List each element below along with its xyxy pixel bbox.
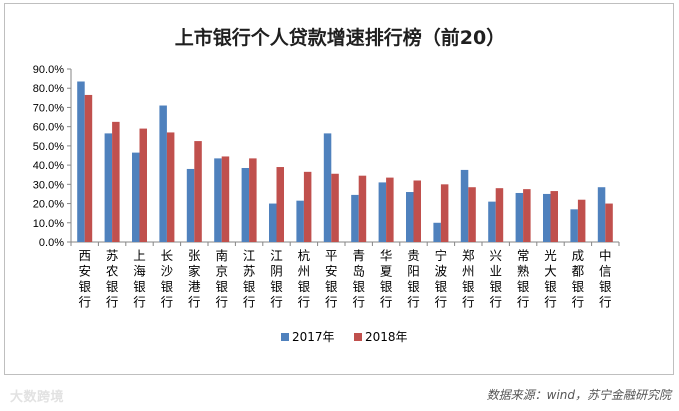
bar-2018 — [331, 173, 339, 242]
bar-2018 — [276, 167, 284, 242]
bar-2017 — [515, 192, 524, 242]
bar-2018 — [249, 158, 257, 242]
bar-2017 — [570, 209, 578, 242]
chart-title: 上市银行个人贷款增速排行榜（前20） — [175, 26, 505, 49]
x-category-label: 兴业银行 — [489, 248, 502, 310]
y-tick-label: 80.0% — [33, 83, 64, 95]
y-tick-label: 30.0% — [33, 179, 64, 191]
x-category-label: 宁波银行 — [435, 248, 448, 310]
bar-2017 — [241, 167, 250, 242]
legend-label: 2017年 — [292, 330, 335, 344]
watermark-logo: 大数跨境 — [10, 390, 65, 405]
bar-2017 — [351, 194, 359, 242]
x-category-label: 贵阳银行 — [407, 248, 420, 310]
bar-2018 — [194, 141, 202, 242]
bar-2017 — [214, 158, 222, 242]
legend-swatch — [354, 333, 362, 341]
x-category-label: 张家港行 — [188, 248, 201, 310]
bar-2018 — [84, 94, 93, 242]
bar-2018 — [468, 187, 476, 242]
bar-2018 — [440, 184, 449, 242]
bar-2018 — [495, 188, 504, 242]
bar-2018 — [221, 156, 230, 242]
x-category-label: 苏农银行 — [106, 248, 119, 310]
x-category-label: 青岛银行 — [352, 248, 365, 310]
y-tick-label: 60.0% — [33, 122, 64, 134]
bar-2017 — [77, 81, 85, 242]
x-category-label: 光大银行 — [544, 248, 557, 310]
y-tick-label: 20.0% — [33, 199, 64, 211]
x-category-label: 华夏银行 — [380, 248, 393, 310]
x-category-label: 杭州银行 — [298, 248, 311, 310]
bar-2017 — [132, 152, 140, 242]
bar-2017 — [597, 187, 606, 242]
x-category-label: 平安银行 — [325, 248, 338, 310]
y-tick-label: 90.0% — [33, 64, 64, 76]
y-tick-label: 10.0% — [33, 218, 64, 230]
x-category-label: 江阴银行 — [270, 248, 283, 310]
bar-2017 — [323, 133, 332, 242]
y-tick-label: 50.0% — [33, 141, 64, 153]
bar-2017 — [488, 201, 496, 242]
bar-2018 — [386, 177, 394, 242]
bar-2017 — [433, 222, 441, 242]
bar-2018 — [605, 203, 613, 242]
bar-chart: 上市银行个人贷款增速排行榜（前20） 0.0% 10.0% 20.0% 30.0% 40… — [33, 26, 620, 344]
bar-2018 — [413, 180, 421, 242]
bar-2018 — [166, 132, 175, 242]
x-category-label: 西安银行 — [78, 248, 91, 310]
source-note: 数据来源：wind，苏宁金融研究院 — [486, 388, 671, 402]
bar-2018 — [550, 191, 558, 242]
bar-2017 — [159, 105, 167, 243]
bar-2017 — [460, 169, 469, 242]
x-category-label: 成都银行 — [572, 248, 585, 310]
x-category-label: 江苏银行 — [243, 248, 256, 310]
x-category-label: 常熟银行 — [517, 248, 530, 310]
bar-2017 — [104, 133, 113, 242]
x-category-label: 上海银行 — [133, 248, 146, 310]
bar-2017 — [543, 193, 551, 242]
bar-2018 — [303, 171, 312, 242]
legend-label: 2018年 — [365, 330, 408, 344]
bar-2017 — [186, 168, 195, 242]
x-category-label: 郑州银行 — [462, 248, 475, 310]
bar-2018 — [139, 128, 147, 242]
x-category-label: 中信银行 — [599, 248, 612, 310]
bar-2018 — [577, 199, 586, 242]
bar-2018 — [358, 175, 367, 242]
chart-frame: 上市银行个人贷款增速排行榜（前20） 0.0% 10.0% 20.0% 30.0% 40… — [4, 3, 674, 375]
bar-2017 — [269, 203, 277, 242]
x-category-label: 长沙银行 — [161, 248, 174, 310]
y-tick-label: 0.0% — [39, 237, 64, 249]
y-tick-label: 40.0% — [33, 160, 64, 172]
bar-2018 — [523, 189, 531, 242]
y-tick-label: 70.0% — [33, 102, 64, 114]
legend-swatch — [281, 333, 289, 341]
bar-2018 — [112, 121, 120, 242]
bar-2017 — [378, 182, 387, 242]
bar-2017 — [406, 192, 414, 242]
x-category-label: 南京银行 — [215, 248, 228, 310]
bar-2017 — [296, 200, 304, 242]
